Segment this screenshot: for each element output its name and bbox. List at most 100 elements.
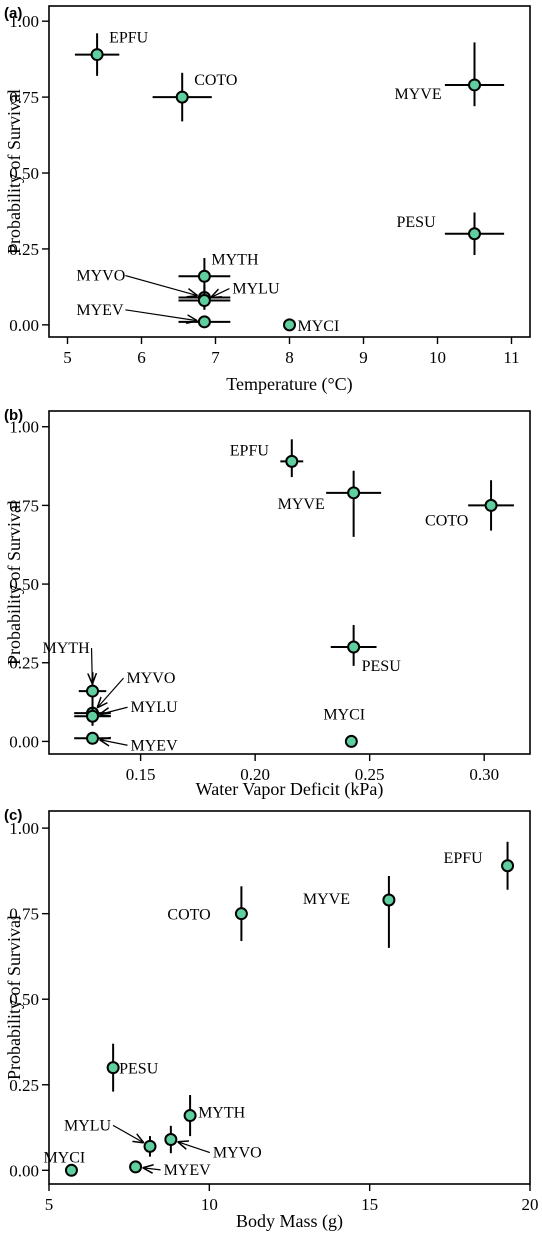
point-marker bbox=[197, 315, 211, 329]
x-tick-label: 10 bbox=[201, 1195, 218, 1214]
chart-panel-c: (c) 5 10 15 20 0.00 0.25 0.50 0.75 1.00 Body Mass … bbox=[4, 807, 539, 1232]
y-tick-label: 0.00 bbox=[9, 732, 39, 751]
point-marker bbox=[285, 454, 299, 468]
point-marker bbox=[175, 90, 189, 104]
x-axis-label: Temperature (°C) bbox=[226, 374, 352, 395]
point-marker bbox=[86, 684, 100, 698]
point-label: PESU bbox=[119, 1061, 159, 1078]
x-tick-label: 9 bbox=[359, 348, 368, 367]
y-tick-label: 0.75 bbox=[9, 905, 39, 924]
x-tick-label: 0.15 bbox=[126, 765, 156, 784]
data-point-coto: COTO bbox=[167, 886, 248, 942]
label-arrow bbox=[112, 1124, 144, 1143]
point-marker bbox=[468, 78, 481, 92]
point-marker bbox=[234, 907, 248, 921]
x-axis-label: Body Mass (g) bbox=[236, 1211, 343, 1232]
x-tick-label: 0.30 bbox=[469, 765, 499, 784]
chart-title: (c) bbox=[4, 807, 22, 824]
plot-frame bbox=[48, 5, 531, 338]
y-tick-label: 0.75 bbox=[9, 496, 39, 515]
point-marker bbox=[283, 318, 296, 332]
data-point-mylu: MYLU bbox=[178, 281, 280, 310]
point-marker bbox=[86, 709, 100, 723]
point-label: MYLU bbox=[131, 699, 179, 716]
point-label: EPFU bbox=[109, 30, 149, 47]
data-point-myve: MYVE bbox=[303, 876, 396, 948]
data-point-pesu: PESU bbox=[397, 212, 505, 256]
data-point-myth: MYTH bbox=[178, 251, 259, 295]
x-tick-label: 7 bbox=[211, 348, 220, 367]
y-tick-label: 0.50 bbox=[9, 990, 39, 1009]
point-marker bbox=[382, 893, 396, 907]
label-arrow bbox=[99, 740, 128, 746]
x-tick-label: 20 bbox=[522, 1195, 539, 1214]
label-arrow bbox=[211, 288, 230, 298]
x-tick-label: 5 bbox=[63, 348, 72, 367]
chart-title: (a) bbox=[4, 5, 22, 22]
x-tick-label: 0.20 bbox=[240, 765, 270, 784]
point-label: MYVO bbox=[76, 268, 125, 285]
point-label: MYCI bbox=[43, 1149, 85, 1166]
y-tick-label: 0.75 bbox=[9, 88, 39, 107]
y-tick-label: 0.00 bbox=[9, 1161, 39, 1180]
y-tick-label: 0.25 bbox=[9, 240, 39, 259]
point-label: MYTH bbox=[43, 640, 91, 657]
y-tick-label: 0.50 bbox=[9, 164, 39, 183]
y-tick-label: 0.25 bbox=[9, 1076, 39, 1095]
x-tick-label: 5 bbox=[45, 1195, 54, 1214]
point-label: MYVO bbox=[213, 1145, 262, 1162]
x-tick-label: 10 bbox=[429, 348, 446, 367]
point-label: MYTH bbox=[211, 251, 259, 268]
data-point-epfu: EPFU bbox=[444, 841, 515, 890]
y-tick-label: 1.00 bbox=[9, 12, 39, 31]
y-tick-label: 1.00 bbox=[9, 418, 39, 437]
data-point-myve: MYVE bbox=[395, 42, 505, 107]
point-marker bbox=[347, 640, 361, 654]
point-label: MYLU bbox=[64, 1117, 112, 1134]
point-label: MYCI bbox=[298, 318, 340, 335]
data-point-myev: MYEV bbox=[129, 1160, 212, 1179]
label-arrow bbox=[97, 677, 124, 708]
data-point-pesu: PESU bbox=[330, 624, 402, 675]
y-tick-label: 0.50 bbox=[9, 575, 39, 594]
data-point-pesu: PESU bbox=[106, 1043, 159, 1092]
point-marker bbox=[468, 227, 481, 241]
x-tick-label: 6 bbox=[137, 348, 146, 367]
point-marker bbox=[164, 1133, 178, 1147]
point-label: MYEV bbox=[131, 737, 179, 754]
point-label: PESU bbox=[362, 658, 402, 675]
point-label: COTO bbox=[167, 907, 210, 924]
y-axis-label: Probability of Survival bbox=[4, 89, 24, 254]
point-label: MYVE bbox=[303, 891, 350, 908]
label-arrow bbox=[125, 274, 197, 296]
plot-frame bbox=[48, 410, 531, 755]
point-marker bbox=[347, 486, 361, 500]
data-point-myev: MYEV bbox=[74, 731, 179, 754]
point-label: MYTH bbox=[198, 1105, 246, 1122]
point-marker bbox=[183, 1109, 197, 1123]
y-tick-label: 0.25 bbox=[9, 654, 39, 673]
point-marker bbox=[86, 731, 100, 745]
point-marker bbox=[484, 498, 498, 512]
point-label: MYEV bbox=[164, 1162, 212, 1179]
label-arrow bbox=[143, 1168, 161, 1170]
point-marker bbox=[106, 1061, 120, 1075]
y-tick-label: 1.00 bbox=[9, 819, 39, 838]
x-tick-label: 0.25 bbox=[355, 765, 385, 784]
data-point-myev: MYEV bbox=[76, 302, 231, 329]
point-label: COTO bbox=[425, 512, 468, 529]
data-point-myci: MYCI bbox=[323, 706, 365, 748]
point-marker bbox=[90, 48, 104, 62]
point-label: MYEV bbox=[76, 302, 124, 319]
point-label: EPFU bbox=[230, 442, 270, 459]
point-label: MYVO bbox=[127, 670, 176, 687]
chart-panel-a: (a) 5 6 7 8 9 10 11 0.00 0.25 0.50 0.75 1.00 Temperat… bbox=[4, 5, 531, 395]
point-label: EPFU bbox=[444, 850, 484, 867]
y-tick-label: 0.00 bbox=[9, 316, 39, 335]
point-marker bbox=[143, 1139, 157, 1153]
data-point-myci: MYCI bbox=[43, 1149, 85, 1177]
point-marker bbox=[197, 294, 211, 308]
data-point-myci: MYCI bbox=[283, 318, 340, 335]
chart-title: (b) bbox=[4, 407, 23, 424]
x-tick-label: 8 bbox=[285, 348, 294, 367]
